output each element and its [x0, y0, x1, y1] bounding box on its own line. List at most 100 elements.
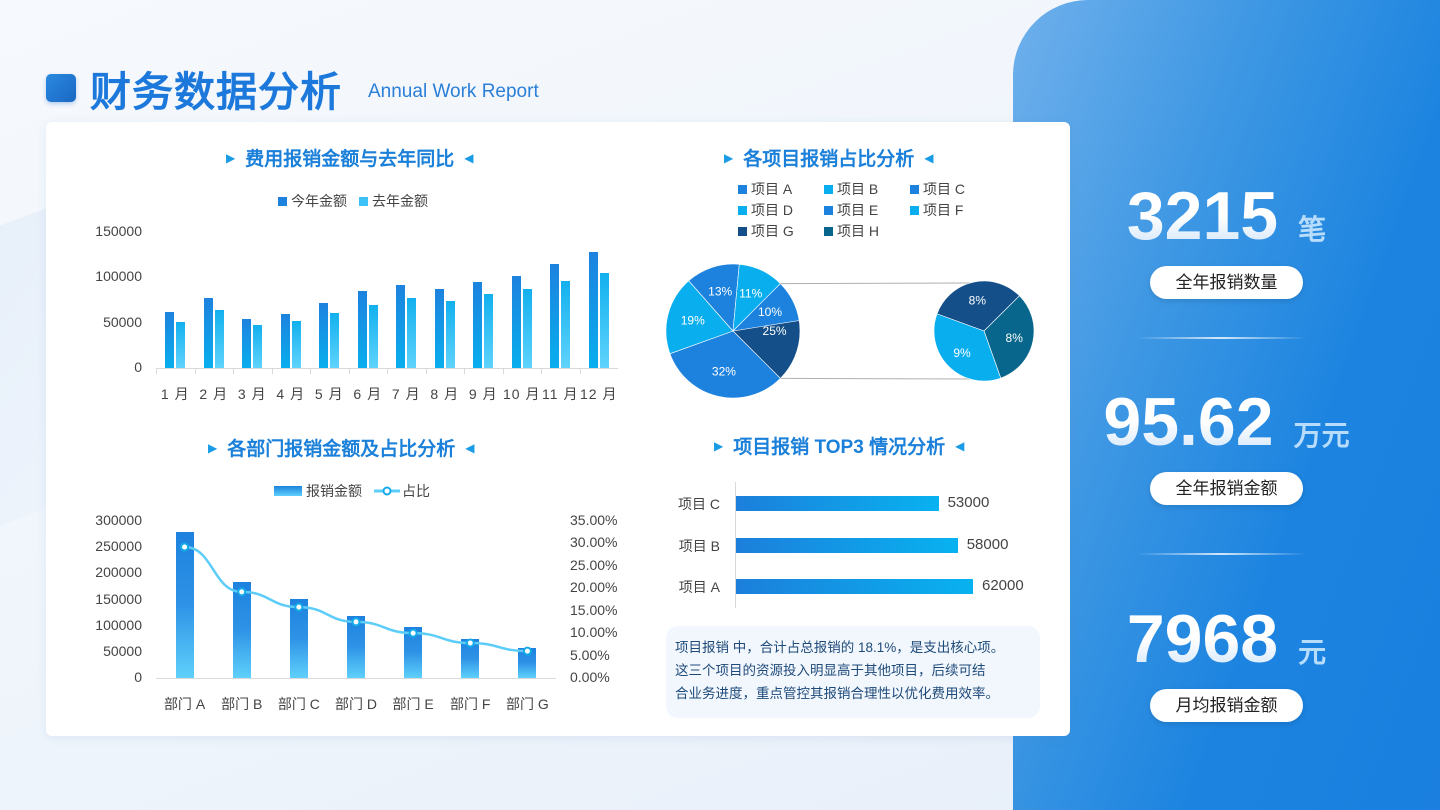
x-tick-mark — [310, 368, 311, 374]
y-tick-left: 300000 — [95, 512, 142, 528]
svg-text:32%: 32% — [712, 365, 736, 379]
bar-top3 — [736, 579, 973, 594]
pie-slice — [665, 280, 734, 355]
bar-this-year — [203, 298, 213, 368]
connector-line — [780, 377, 975, 380]
y-tick: 项目 C — [678, 496, 720, 512]
y-tick-right: 10.00% — [570, 624, 618, 641]
y-tick-right: 20.00% — [570, 579, 618, 596]
legend-item: 项目 A — [738, 179, 824, 199]
chart2-legend: 项目 A 项目 B 项目 C 项目 D 项目 E 项目 F 项目 G 项目 H — [738, 179, 996, 241]
bar-last-year — [407, 298, 416, 368]
legend-item-this-year: 今年金额 — [278, 191, 347, 211]
svg-text:11%: 11% — [739, 286, 762, 300]
x-tick: 3 月 — [237, 386, 267, 402]
svg-text:8%: 8% — [969, 294, 987, 308]
stats-side-panel — [1013, 0, 1440, 810]
bar-this-year — [473, 281, 482, 368]
x-tick: 8 月 — [430, 386, 460, 402]
svg-text:25%: 25% — [763, 324, 787, 338]
x-axis — [156, 678, 556, 679]
bar-this-year — [319, 302, 328, 368]
y-tick: 项目 A — [678, 579, 720, 595]
x-tick-mark — [425, 368, 427, 374]
legend-item: 项目 F — [910, 200, 996, 220]
y-tick-left: 150000 — [95, 590, 142, 607]
bar-last-year — [214, 309, 224, 368]
y-tick-left: 50000 — [103, 642, 142, 659]
x-tick: 4 月 — [276, 386, 306, 402]
y-tick-right: 25.00% — [570, 556, 618, 573]
y-tick: 项目 B — [678, 538, 720, 554]
y-tick: 0 — [134, 359, 142, 375]
svg-text:10%: 10% — [758, 305, 782, 319]
x-tick: 5 月 — [314, 386, 344, 402]
x-tick: 11 月 — [542, 386, 579, 402]
svg-text:19%: 19% — [681, 314, 705, 328]
x-tick: 1 月 — [160, 386, 190, 402]
chart2-pie-of-pie: 25% 32% 19% 13% 11% 10% 8% 8% 9% — [665, 263, 1035, 399]
y-tick: 50000 — [103, 313, 142, 330]
x-tick: 6 月 — [353, 386, 383, 402]
stat-annual-amount: 95.62 万元 全年报销金额 — [1013, 388, 1440, 505]
bar-last-year — [561, 280, 570, 368]
bar-this-year — [165, 311, 174, 368]
stat-divider — [1136, 553, 1306, 555]
bar-this-year — [550, 263, 559, 368]
bar-dept-amount — [347, 616, 365, 678]
bar-dept-amount — [461, 639, 480, 678]
legend-item: 项目 D — [738, 200, 824, 220]
chart3-legend: 报销金额 占比 — [274, 481, 442, 501]
x-tick-mark — [194, 368, 196, 374]
bar-value-label: 62000 — [982, 577, 1024, 594]
bar-last-year — [176, 321, 185, 368]
x-tick: 部门 A — [163, 696, 206, 712]
x-tick: 9 月 — [468, 386, 498, 402]
x-tick: 2 月 — [199, 386, 229, 402]
y-tick-right: 15.00% — [570, 601, 618, 618]
svg-text:8%: 8% — [1006, 331, 1024, 345]
connector-line — [780, 282, 975, 285]
bar-this-year — [588, 251, 598, 368]
bar-last-year — [330, 312, 339, 368]
sub-pie-slice — [933, 313, 1002, 382]
y-tick: 150000 — [95, 223, 142, 239]
bar-last-year — [445, 300, 455, 368]
stat-divider — [1136, 337, 1306, 339]
chart2-title: ▶ 各项目报销占比分析 ◀ — [724, 149, 934, 170]
x-tick: 部门 B — [221, 696, 263, 712]
bar-dept-amount — [404, 627, 423, 678]
bar-this-year — [242, 319, 251, 368]
bar-value-label: 58000 — [966, 536, 1009, 553]
svg-text:13%: 13% — [708, 284, 732, 298]
pie-slice — [688, 263, 740, 332]
chart1-legend: 今年金额 去年金额 — [278, 191, 440, 211]
x-tick-mark — [541, 368, 542, 374]
bar-last-year — [253, 325, 262, 368]
x-tick-mark — [233, 368, 234, 374]
chart1-title-text: 费用报销金额与去年同比 — [245, 149, 455, 170]
legend-item: 项目 G — [738, 221, 824, 241]
y-tick-left: 0 — [134, 669, 142, 685]
legend-item: 项目 E — [824, 200, 910, 220]
bar-dept-amount — [232, 582, 251, 678]
arrow-right-icon: ▶ — [208, 440, 218, 455]
x-tick: 部门 G — [506, 696, 549, 712]
legend-item: 项目 H — [824, 221, 910, 241]
y-tick-right: 35.00% — [570, 512, 618, 528]
legend-item-amount: 报销金额 — [274, 481, 362, 501]
x-tick: 部门 F — [450, 696, 491, 712]
stat-monthly-average: 7968 元 月均报销金额 — [1013, 605, 1440, 722]
arrow-right-icon: ▶ — [714, 438, 724, 453]
analysis-note: 项目报销 中，合计占总报销的 18.1%，是支出核心项。 这三个项目的资源投入明… — [666, 626, 1040, 718]
x-tick: 部门 C — [277, 696, 320, 712]
y-tick-right: 5.00% — [570, 646, 610, 663]
x-tick: 部门 D — [335, 696, 377, 712]
legend-item-last-year: 去年金额 — [359, 191, 428, 211]
arrow-left-icon: ◀ — [465, 440, 475, 455]
x-tick-mark — [464, 368, 465, 374]
stat-label-pill: 全年报销数量 — [1150, 266, 1303, 299]
title-square-icon — [46, 74, 76, 102]
y-tick: 100000 — [95, 268, 142, 285]
svg-text:9%: 9% — [953, 346, 971, 360]
